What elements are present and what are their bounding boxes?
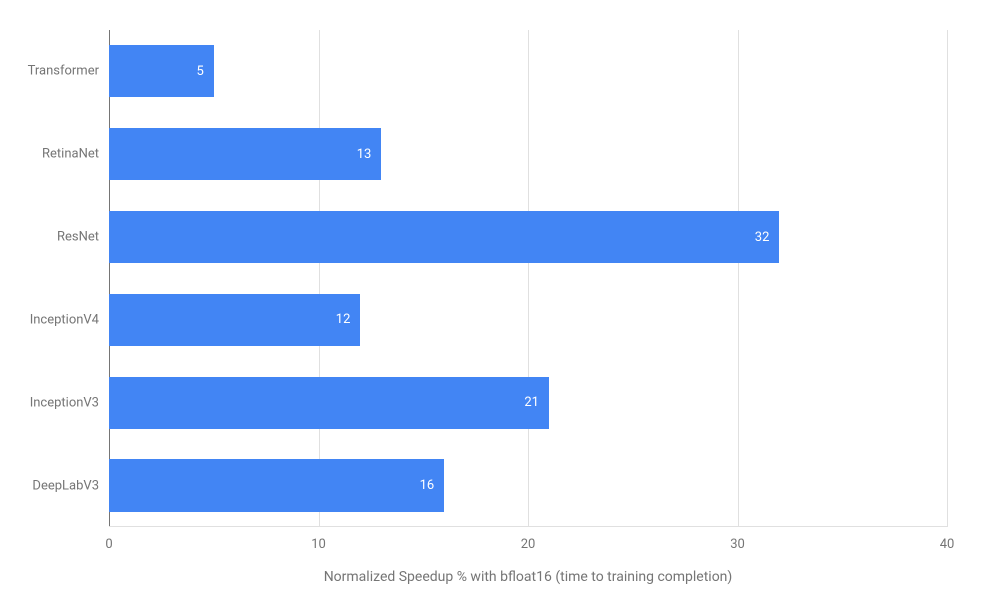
x-axis-title: Normalized Speedup % with bfloat16 (time…: [109, 569, 947, 585]
bar: 21: [109, 377, 549, 429]
x-axis-line: [109, 526, 947, 527]
x-tick-label: 20: [521, 537, 536, 552]
bar-value-label: 21: [524, 395, 539, 410]
bar-value-label: 16: [420, 478, 435, 493]
y-tick-label: DeepLabV3: [32, 478, 99, 493]
x-tick-label: 40: [940, 537, 955, 552]
grid-line: [947, 30, 948, 527]
y-axis-line: [109, 30, 110, 527]
y-tick-label: InceptionV3: [30, 395, 99, 410]
x-tick-label: 30: [730, 537, 745, 552]
bar: 32: [109, 211, 779, 263]
plot-area: 5 13 32 12 21 16: [109, 30, 947, 527]
y-tick-label: ResNet: [57, 230, 99, 245]
y-tick-label: Transformer: [28, 64, 99, 79]
bar: 12: [109, 294, 360, 346]
y-tick-label: InceptionV4: [30, 312, 99, 327]
speedup-chart: 5 13 32 12 21 16 Transformer RetinaNet ResNet In…: [0, 0, 991, 612]
bar: 16: [109, 459, 444, 511]
bar-value-label: 12: [336, 312, 351, 327]
grid-line: [738, 30, 739, 527]
x-tick-label: 10: [311, 537, 326, 552]
bar: 13: [109, 128, 381, 180]
x-tick-label: 0: [105, 537, 112, 552]
bar: 5: [109, 45, 214, 97]
bar-value-label: 13: [357, 147, 372, 162]
grid-line: [319, 30, 320, 527]
grid-line: [528, 30, 529, 527]
bar-value-label: 5: [196, 64, 203, 79]
y-tick-label: RetinaNet: [42, 147, 99, 162]
bar-value-label: 32: [755, 230, 770, 245]
